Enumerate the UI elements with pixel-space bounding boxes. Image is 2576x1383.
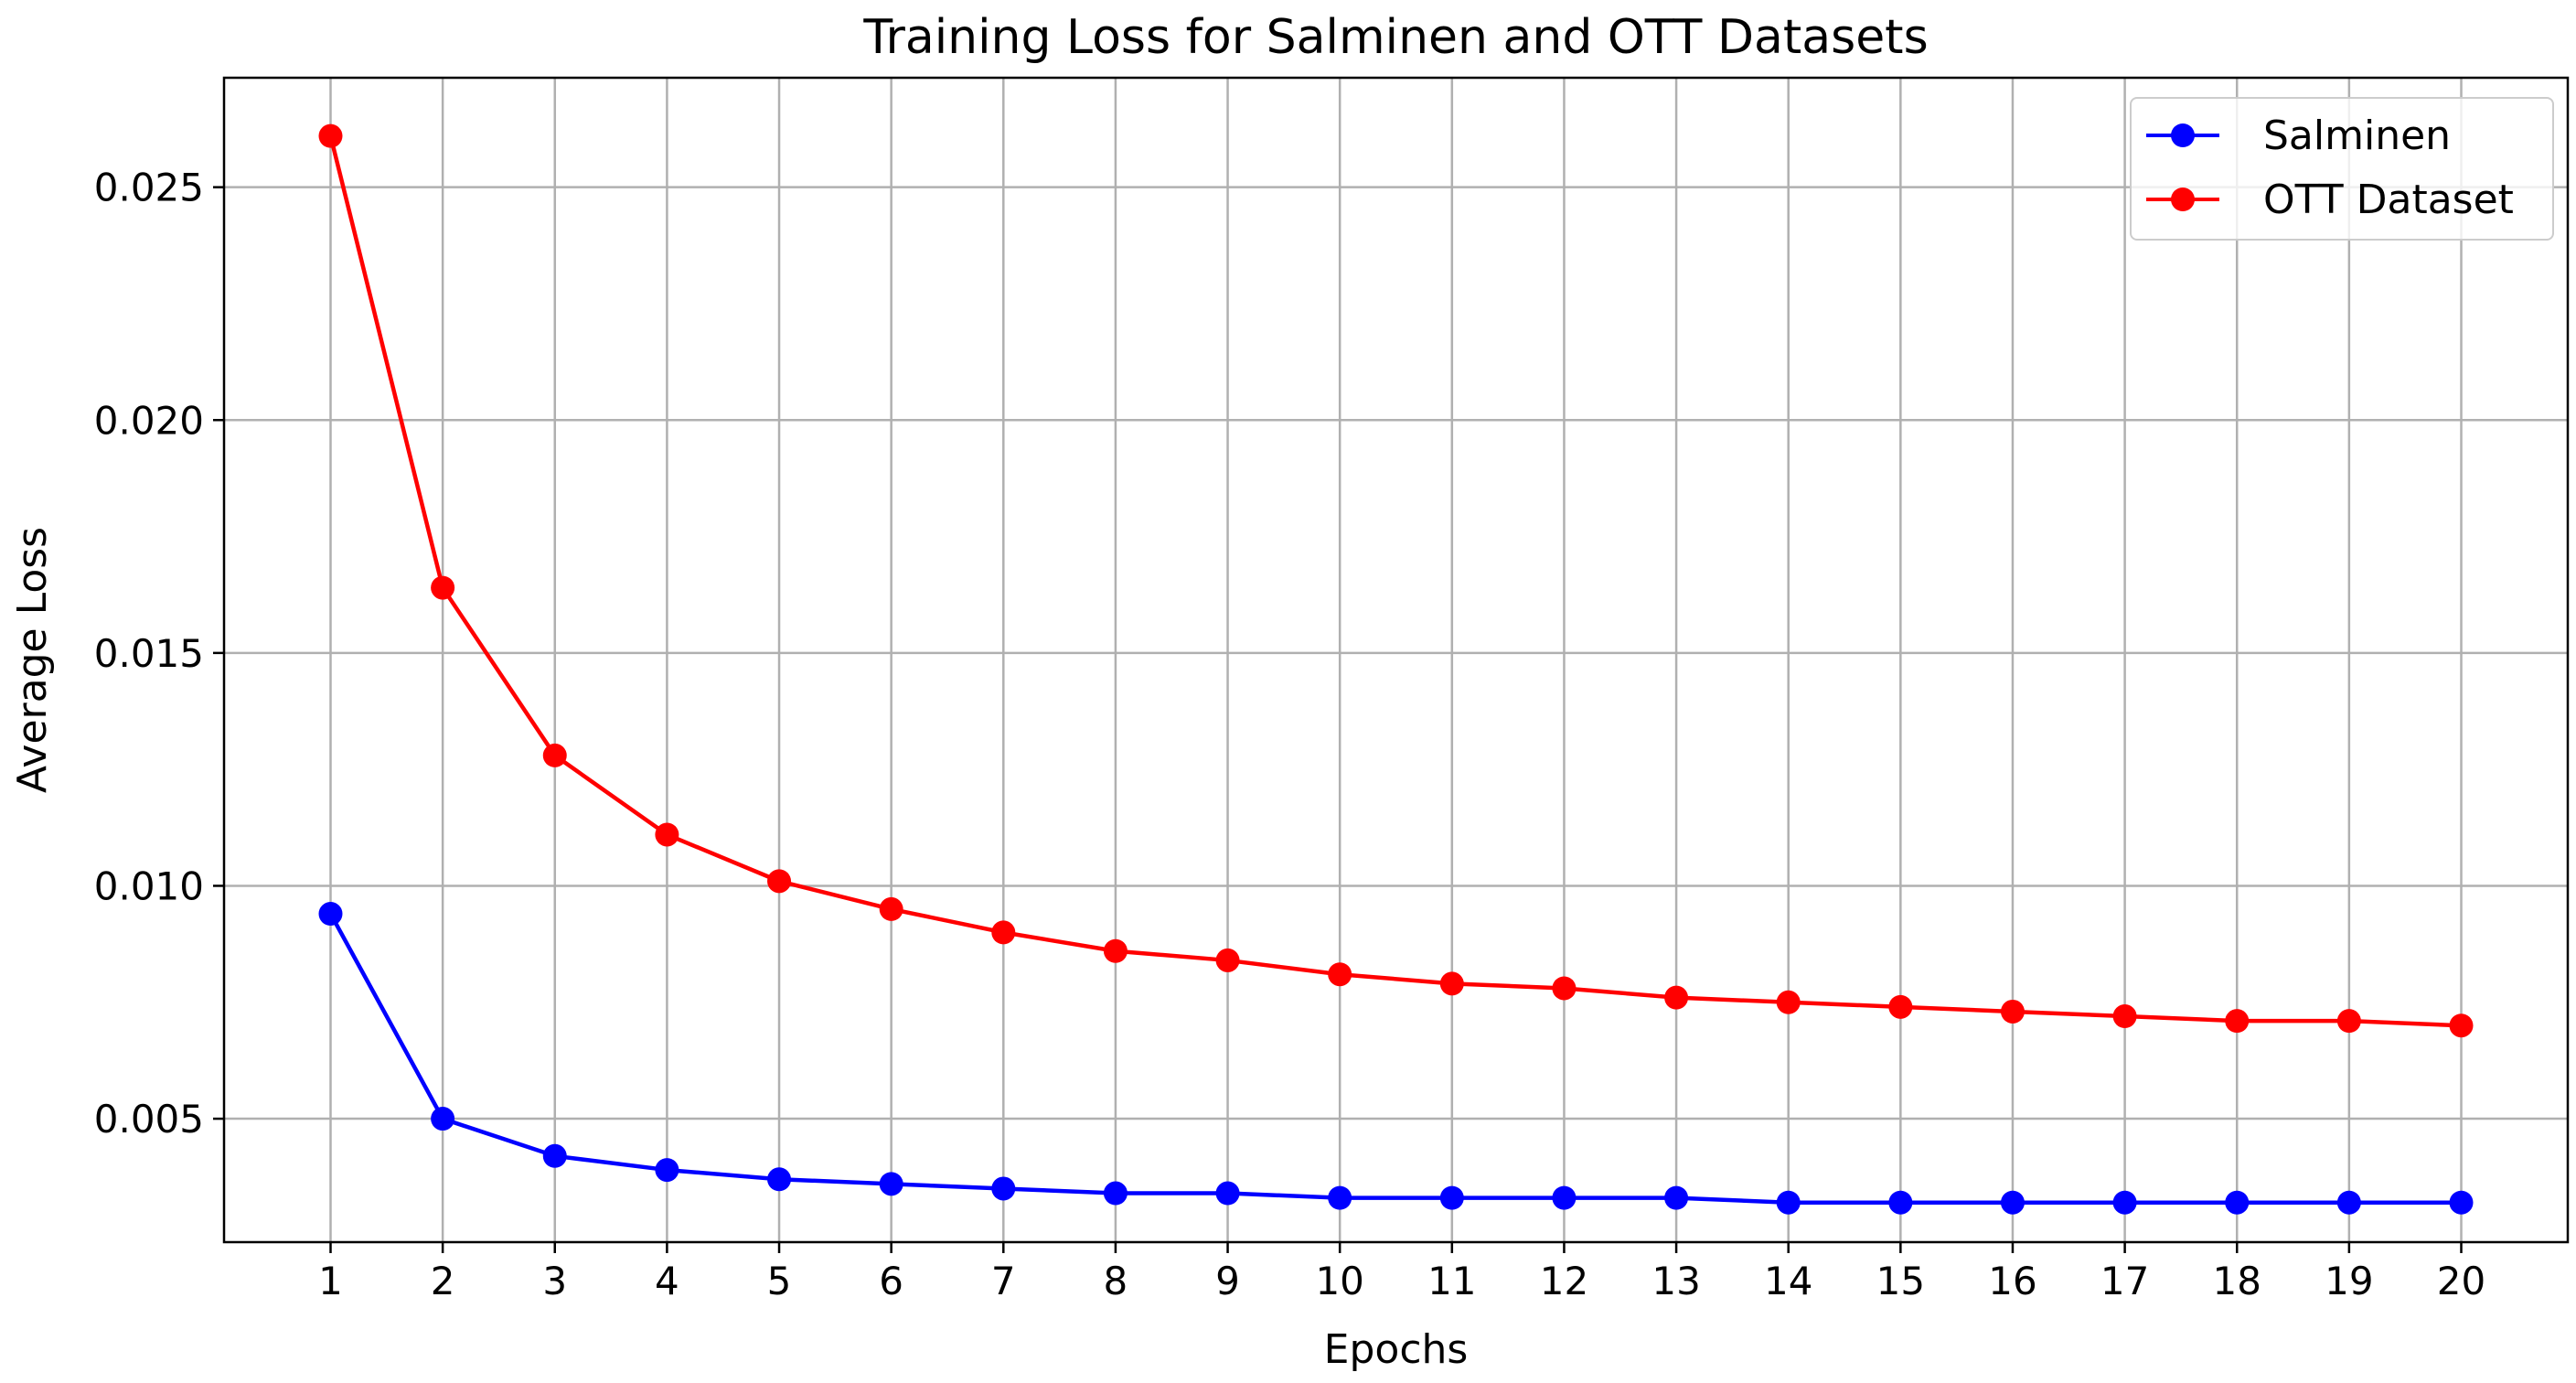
data-point-ott-dataset	[1215, 948, 1240, 972]
data-point-ott-dataset	[2225, 1009, 2250, 1034]
data-point-ott-dataset	[1664, 985, 1689, 1010]
data-point-ott-dataset	[431, 575, 455, 600]
x-tick-label: 3	[542, 1259, 567, 1303]
legend-marker-salminen	[2171, 123, 2195, 147]
data-point-salminen	[1552, 1185, 1577, 1210]
x-tick-label: 7	[991, 1259, 1016, 1303]
data-point-salminen	[2112, 1190, 2137, 1215]
legend-label-ott-dataset: OTT Dataset	[2263, 177, 2514, 223]
data-point-ott-dataset	[542, 743, 567, 767]
legend-box	[2130, 97, 2554, 241]
x-tick-label: 8	[1104, 1259, 1128, 1303]
data-point-ott-dataset	[655, 822, 679, 847]
x-tick-label: 12	[1540, 1259, 1588, 1303]
data-point-salminen	[542, 1143, 567, 1168]
axis-ticks: 1 2 3 4 5 6 7 8 9 10 11 12 13 14 15 16 17 18 19 200.0050.01…	[94, 166, 2485, 1303]
data-point-salminen	[1215, 1181, 1240, 1206]
x-tick-label: 16	[1988, 1259, 2036, 1303]
data-point-ott-dataset	[2449, 1013, 2474, 1038]
x-tick-label: 2	[431, 1259, 455, 1303]
data-point-ott-dataset	[2336, 1009, 2361, 1034]
data-point-ott-dataset	[2112, 1004, 2137, 1029]
y-tick-label: 0.010	[94, 863, 204, 908]
data-point-ott-dataset	[1888, 994, 1913, 1019]
x-tick-label: 14	[1764, 1259, 1812, 1303]
data-point-salminen	[1328, 1185, 1352, 1210]
y-tick-label: 0.025	[94, 166, 204, 210]
data-point-ott-dataset	[1103, 938, 1128, 963]
data-point-salminen	[2449, 1190, 2474, 1215]
x-tick-label: 10	[1315, 1259, 1363, 1303]
x-tick-label: 20	[2437, 1259, 2485, 1303]
data-point-ott-dataset	[1439, 971, 1464, 996]
x-tick-label: 19	[2325, 1259, 2373, 1303]
data-point-salminen	[2000, 1190, 2025, 1215]
data-point-ott-dataset	[1776, 990, 1801, 1014]
data-point-ott-dataset	[2000, 999, 2025, 1024]
data-point-ott-dataset	[879, 896, 903, 921]
data-point-salminen	[1439, 1185, 1464, 1210]
data-point-salminen	[1776, 1190, 1801, 1215]
x-tick-label: 13	[1651, 1259, 1700, 1303]
series-line-salminen	[328, 912, 2462, 1205]
x-axis-label: Epochs	[1324, 1326, 1469, 1373]
data-point-salminen	[991, 1176, 1016, 1201]
plot-frame	[222, 76, 2570, 1244]
x-tick-label: 17	[2100, 1259, 2149, 1303]
legend-label-salminen: Salminen	[2263, 113, 2451, 159]
data-point-ott-dataset	[1552, 976, 1577, 1001]
data-point-ott-dataset	[991, 920, 1016, 945]
data-point-salminen	[2336, 1190, 2361, 1215]
x-tick-label: 5	[767, 1259, 792, 1303]
y-tick-label: 0.020	[94, 398, 204, 443]
series-line-ott-dataset	[328, 135, 2462, 1028]
data-point-salminen	[879, 1172, 903, 1196]
data-point-salminen	[431, 1107, 455, 1131]
x-tick-label: 4	[655, 1259, 679, 1303]
x-tick-label: 15	[1876, 1259, 1925, 1303]
x-tick-label: 11	[1427, 1259, 1476, 1303]
x-tick-label: 6	[879, 1259, 903, 1303]
x-tick-label: 9	[1215, 1259, 1240, 1303]
data-point-salminen	[318, 902, 343, 927]
x-tick-label: 1	[318, 1259, 343, 1303]
data-point-ott-dataset	[1328, 962, 1352, 987]
legend-marker-ott-dataset	[2171, 188, 2195, 211]
data-point-salminen	[2225, 1190, 2250, 1215]
data-point-salminen	[767, 1167, 792, 1192]
data-point-ott-dataset	[318, 123, 343, 148]
x-tick-label: 18	[2213, 1259, 2261, 1303]
grid-lines	[224, 78, 2568, 1242]
y-tick-label: 0.015	[94, 631, 204, 676]
y-tick-label: 0.005	[94, 1097, 204, 1142]
data-point-ott-dataset	[767, 869, 792, 894]
series-group	[318, 123, 2474, 1215]
chart-title: Training Loss for Salminen and OTT Datas…	[862, 10, 1928, 65]
y-axis-label: Average Loss	[9, 527, 56, 793]
legend: Salminen OTT Dataset	[2130, 97, 2554, 241]
data-point-salminen	[1103, 1181, 1128, 1206]
data-point-salminen	[1664, 1185, 1689, 1210]
data-point-salminen	[1888, 1190, 1913, 1215]
data-point-salminen	[655, 1158, 679, 1183]
